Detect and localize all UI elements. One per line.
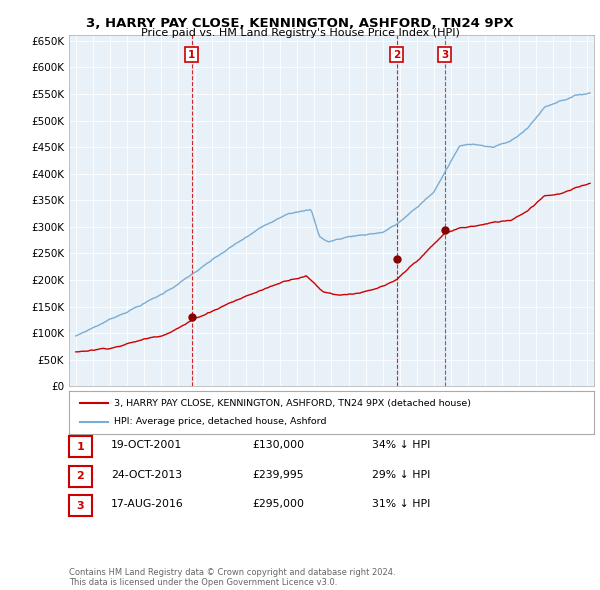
Text: 17-AUG-2016: 17-AUG-2016	[111, 500, 184, 509]
Text: 3: 3	[441, 50, 448, 60]
Text: Contains HM Land Registry data © Crown copyright and database right 2024.
This d: Contains HM Land Registry data © Crown c…	[69, 568, 395, 587]
Text: 1: 1	[77, 442, 84, 451]
Text: 1: 1	[188, 50, 196, 60]
Text: 3: 3	[77, 501, 84, 510]
Text: 24-OCT-2013: 24-OCT-2013	[111, 470, 182, 480]
Text: 2: 2	[393, 50, 400, 60]
Text: £239,995: £239,995	[252, 470, 304, 480]
Text: 29% ↓ HPI: 29% ↓ HPI	[372, 470, 430, 480]
Text: £295,000: £295,000	[252, 500, 304, 509]
Text: Price paid vs. HM Land Registry's House Price Index (HPI): Price paid vs. HM Land Registry's House …	[140, 28, 460, 38]
Text: £130,000: £130,000	[252, 441, 304, 450]
Text: 3, HARRY PAY CLOSE, KENNINGTON, ASHFORD, TN24 9PX: 3, HARRY PAY CLOSE, KENNINGTON, ASHFORD,…	[86, 17, 514, 30]
Text: 3, HARRY PAY CLOSE, KENNINGTON, ASHFORD, TN24 9PX (detached house): 3, HARRY PAY CLOSE, KENNINGTON, ASHFORD,…	[113, 399, 470, 408]
Text: HPI: Average price, detached house, Ashford: HPI: Average price, detached house, Ashf…	[113, 417, 326, 426]
Text: 2: 2	[77, 471, 84, 481]
Text: 19-OCT-2001: 19-OCT-2001	[111, 441, 182, 450]
Text: 31% ↓ HPI: 31% ↓ HPI	[372, 500, 430, 509]
Text: 34% ↓ HPI: 34% ↓ HPI	[372, 441, 430, 450]
